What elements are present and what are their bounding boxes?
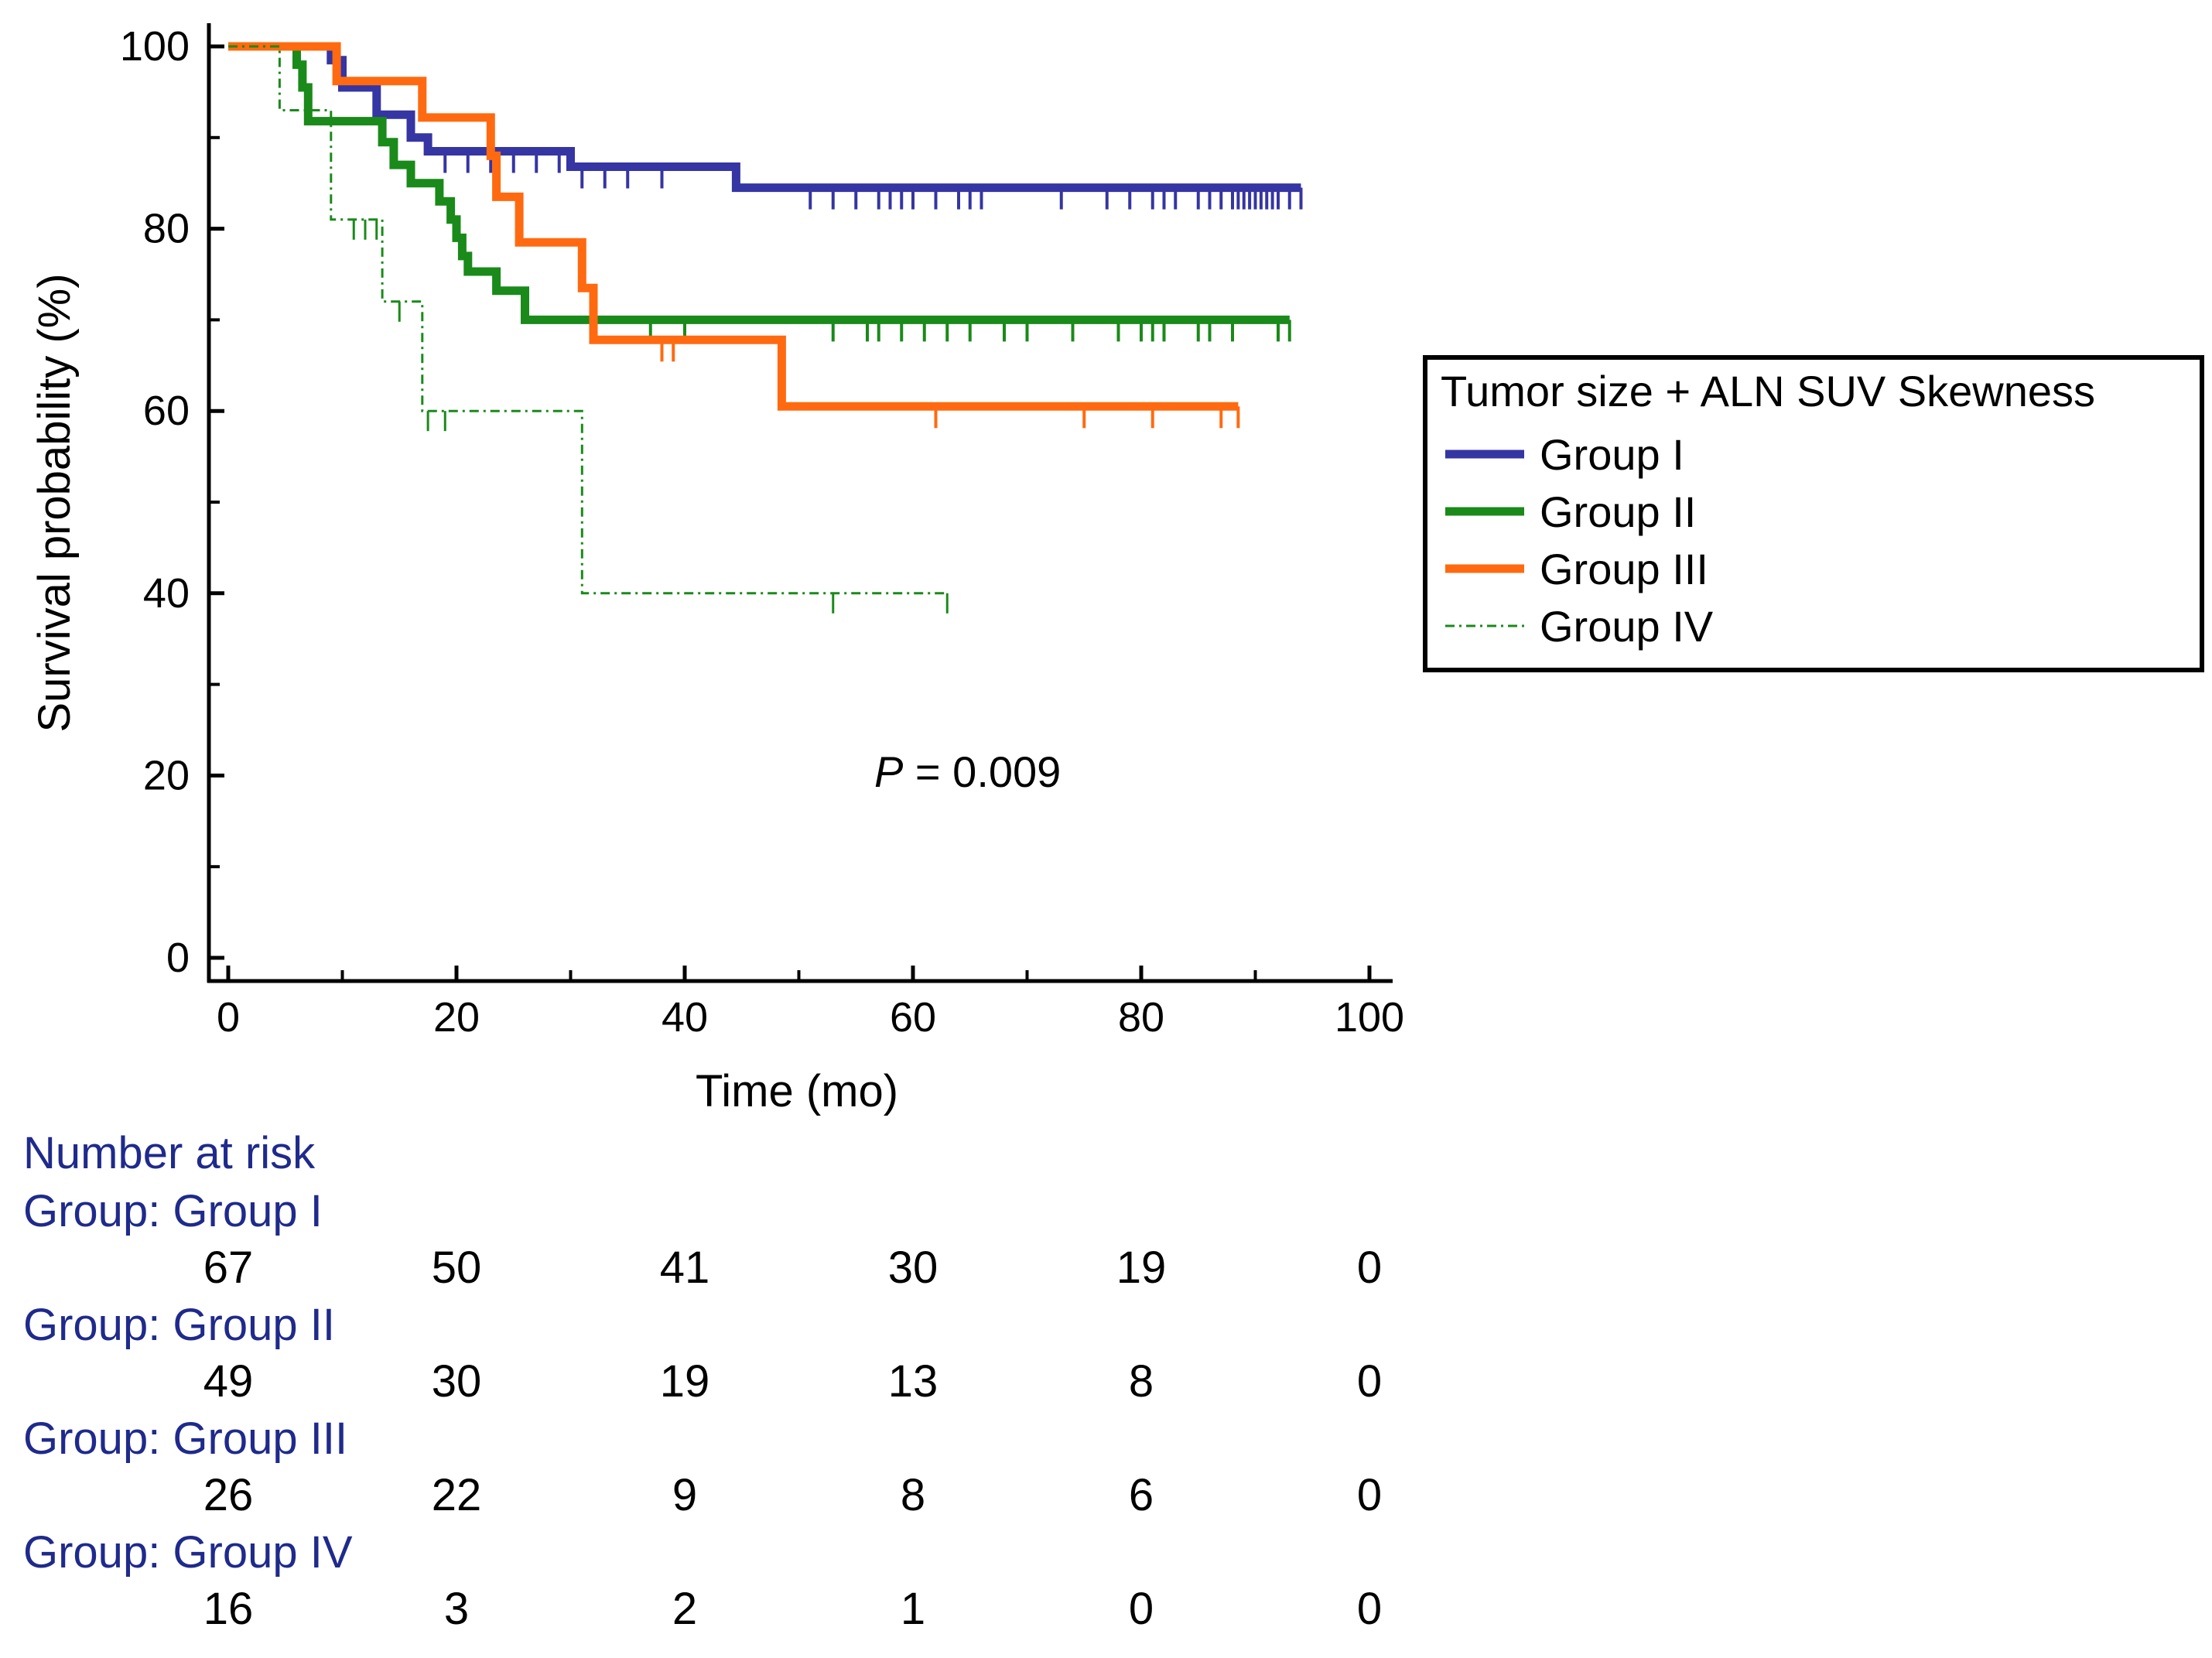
p-value-label: P — [874, 747, 903, 796]
risk-count: 30 — [888, 1243, 938, 1293]
risk-count: 2 — [672, 1584, 697, 1634]
risk-group-label: Group: Group II — [23, 1300, 335, 1350]
risk-count: 0 — [1357, 1243, 1382, 1293]
legend-entries: Group I Group II Group III Group IV — [1445, 430, 1714, 651]
p-value-text: = 0.009 — [903, 747, 1061, 796]
risk-count: 8 — [901, 1470, 925, 1520]
x-tick-label: 100 — [1335, 994, 1404, 1041]
legend-title: Tumor size + ALN SUV Skewness — [1441, 367, 2095, 415]
legend-label-group-i: Group I — [1540, 430, 1684, 479]
risk-count: 26 — [203, 1470, 254, 1520]
survival-curves — [228, 42, 1303, 614]
risk-count: 6 — [1129, 1470, 1154, 1520]
risk-group-label: Group: Group IV — [23, 1527, 353, 1578]
risk-count: 50 — [432, 1243, 482, 1293]
y-tick-label: 100 — [120, 23, 190, 70]
risk-count: 16 — [203, 1584, 254, 1634]
risk-count: 9 — [672, 1470, 697, 1520]
x-tick-label: 20 — [433, 994, 480, 1041]
x-tick-label: 0 — [217, 994, 240, 1041]
risk-count: 30 — [432, 1356, 482, 1407]
risk-count: 0 — [1357, 1356, 1382, 1407]
risk-count: 8 — [1129, 1356, 1154, 1407]
y-axis-title: Survival probability (%) — [29, 273, 80, 732]
x-axis-title: Time (mo) — [696, 1066, 898, 1116]
y-tick-label: 20 — [143, 752, 190, 798]
group-iv-curve — [228, 45, 948, 595]
group-iii-series — [228, 42, 1240, 429]
group-iii-curve — [228, 42, 1239, 411]
risk-count: 41 — [660, 1243, 710, 1293]
group-ii-curve — [228, 42, 1290, 324]
group-ii-series — [228, 42, 1291, 342]
x-tick-label: 80 — [1118, 994, 1164, 1041]
y-tick-label: 0 — [166, 935, 190, 981]
axis-ticks: 0 20 40 60 80 100 0 20 40 60 80 100 — [120, 23, 1404, 1041]
risk-group-label: Group: Group I — [23, 1186, 323, 1236]
legend-label-group-ii: Group II — [1540, 487, 1696, 536]
x-tick-label: 40 — [662, 994, 708, 1041]
group-iv-series — [228, 45, 949, 614]
risk-table: Number at risk Group: Group I67 50 41 30 19 0… — [23, 1128, 1382, 1634]
risk-count: 19 — [1116, 1243, 1167, 1293]
p-value-annotation: P = 0.009 — [874, 747, 1061, 796]
risk-count: 22 — [432, 1470, 482, 1520]
risk-count: 3 — [444, 1584, 469, 1634]
risk-count: 0 — [1357, 1470, 1382, 1520]
y-tick-label: 60 — [143, 388, 190, 434]
y-tick-label: 80 — [143, 206, 190, 252]
group-i-curve — [228, 42, 1301, 193]
risk-count: 49 — [203, 1356, 254, 1407]
risk-table-heading: Number at risk — [23, 1128, 316, 1178]
risk-count: 1 — [901, 1584, 925, 1634]
risk-count: 67 — [203, 1243, 254, 1293]
legend-label-group-iii: Group III — [1540, 545, 1708, 593]
x-tick-label: 60 — [890, 994, 936, 1041]
legend-label-group-iv: Group IV — [1540, 602, 1714, 651]
risk-count: 19 — [660, 1356, 710, 1407]
risk-count: 13 — [888, 1356, 938, 1407]
risk-count: 0 — [1129, 1584, 1154, 1634]
axes — [207, 23, 1393, 983]
legend: Tumor size + ALN SUV Skewness Group IGro… — [1423, 355, 2204, 672]
y-tick-label: 40 — [143, 570, 190, 617]
legend-box — [1423, 355, 2204, 672]
group-i-series — [228, 42, 1303, 210]
risk-group-label: Group: Group III — [23, 1414, 347, 1464]
risk-count: 0 — [1357, 1584, 1382, 1634]
